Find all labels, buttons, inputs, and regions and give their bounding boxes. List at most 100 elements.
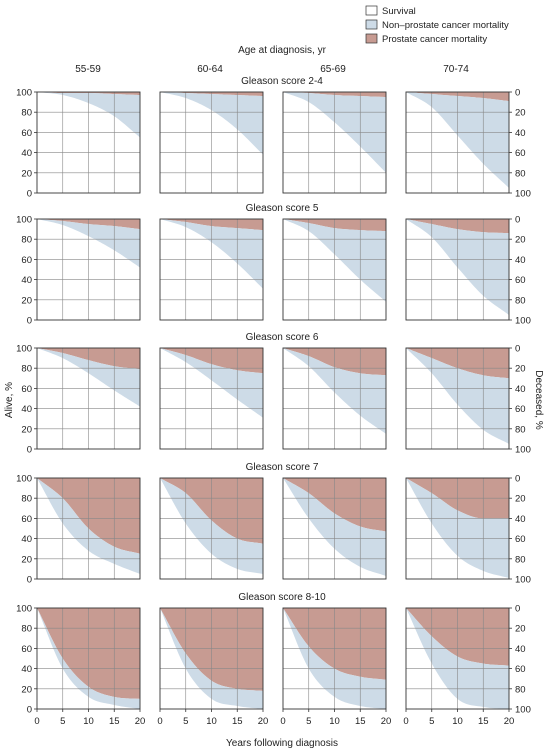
y-tick-label-left: 100 <box>16 474 32 485</box>
x-tick-label: 15 <box>355 716 366 727</box>
panel-frame <box>405 218 510 321</box>
row-title: Gleason score 6 <box>246 332 319 343</box>
panel <box>159 218 264 321</box>
panel: 0 20 40 60 80 100 <box>16 344 141 456</box>
y-tick-label-right: 0 <box>515 215 520 226</box>
legend-label-prostate: Prostate cancer mortality <box>382 34 487 45</box>
row-title: Gleason score 2-4 <box>241 76 323 87</box>
y-tick-label-left: 40 <box>21 148 32 159</box>
x-tick-label: 10 <box>452 716 463 727</box>
y-tick-label-right: 0 <box>515 474 520 485</box>
x-tick-label: 0 <box>280 716 285 727</box>
row-title: Gleason score 7 <box>246 462 319 473</box>
panel <box>159 91 264 194</box>
panel-frame <box>36 218 141 321</box>
age-group-label: 55-59 <box>75 64 101 75</box>
non-prostate-mortality-area <box>160 348 263 418</box>
panel <box>159 347 264 450</box>
legend-swatch-non-prostate <box>365 19 378 30</box>
legend-label-non-prostate: Non–prostate cancer mortality <box>382 20 509 31</box>
y-tick-label-left: 60 <box>21 514 32 525</box>
panel-frame <box>159 347 264 450</box>
panel: 100 80 60 40 20 0 0 5 10 15 20 <box>403 604 531 728</box>
y-tick-label-left: 80 <box>21 624 32 635</box>
panel <box>282 347 387 450</box>
x-tick-label: 5 <box>183 716 188 727</box>
y-tick-label-right: 40 <box>515 514 526 525</box>
panel-frame <box>282 91 387 194</box>
y-tick-label-left: 40 <box>21 275 32 286</box>
x-tick-label: 0 <box>157 716 162 727</box>
panel-frame <box>159 218 264 321</box>
y-tick-label-right: 100 <box>515 316 531 327</box>
panel <box>282 477 387 580</box>
panel-frame <box>282 477 387 580</box>
y-tick-label-right: 80 <box>515 168 526 179</box>
y-tick-label-right: 100 <box>515 189 531 200</box>
legend: Survival Non–prostate cancer mortality P… <box>365 5 509 45</box>
y-tick-label-right: 0 <box>515 604 520 615</box>
x-tick-label: 10 <box>83 716 94 727</box>
y-tick-label-left: 20 <box>21 295 32 306</box>
panel: 0 5 10 15 20 <box>280 607 391 727</box>
panel-frame <box>405 91 510 194</box>
panel: 0 20 40 60 80 100 <box>16 474 141 586</box>
y-tick-label-right: 40 <box>515 644 526 655</box>
panel: 100 80 60 40 20 0 <box>405 474 531 586</box>
y-tick-label-left: 0 <box>27 705 32 716</box>
x-tick-label: 20 <box>258 716 269 727</box>
y-tick-label-left: 80 <box>21 494 32 505</box>
panel: 100 80 60 40 20 0 <box>405 344 531 456</box>
y-tick-label-right: 40 <box>515 384 526 395</box>
panel-frame <box>36 347 141 450</box>
panel: 0 20 40 60 80 100 <box>16 215 141 327</box>
y-tick-label-right: 60 <box>515 275 526 286</box>
panel-frame <box>159 477 264 580</box>
y-tick-label-left: 40 <box>21 664 32 675</box>
x-tick-label: 20 <box>504 716 515 727</box>
x-tick-label: 15 <box>478 716 489 727</box>
y-tick-label-right: 100 <box>515 705 531 716</box>
x-tick-label: 0 <box>34 716 39 727</box>
y-axis-right-title: Deceased, % <box>533 370 544 430</box>
panel-frame <box>282 347 387 450</box>
x-tick-label: 15 <box>232 716 243 727</box>
y-tick-label-right: 40 <box>515 128 526 139</box>
y-tick-label-right: 100 <box>515 445 531 456</box>
panel: 0 20 40 60 80 100 <box>16 88 141 200</box>
legend-swatch-survival <box>365 5 378 16</box>
y-tick-label-left: 40 <box>21 534 32 545</box>
panel: 100 80 60 40 20 0 <box>405 88 531 200</box>
legend-swatch-prostate <box>365 33 378 44</box>
panel: 0 20 40 60 80 100 0 5 10 15 20 <box>16 604 145 728</box>
y-tick-label-left: 100 <box>16 344 32 355</box>
y-tick-label-left: 0 <box>27 445 32 456</box>
y-tick-label-right: 0 <box>515 88 520 99</box>
panel-grid: 0204060801001008060402000204060801001008… <box>16 88 531 728</box>
y-tick-label-right: 20 <box>515 624 526 635</box>
row-title: Gleason score 8-10 <box>238 592 326 603</box>
y-tick-label-left: 20 <box>21 168 32 179</box>
age-group-label: 70-74 <box>443 64 469 75</box>
panel: 0 5 10 15 20 <box>157 607 269 727</box>
panel-frame <box>282 218 387 321</box>
y-tick-label-left: 20 <box>21 554 32 565</box>
x-tick-label: 20 <box>135 716 146 727</box>
x-tick-label: 10 <box>206 716 217 727</box>
non-prostate-mortality-area <box>37 348 140 407</box>
panel <box>282 91 387 194</box>
y-tick-label-left: 100 <box>16 604 32 615</box>
y-tick-label-right: 100 <box>515 575 531 586</box>
y-tick-label-left: 0 <box>27 316 32 327</box>
y-tick-label-right: 20 <box>515 364 526 375</box>
x-tick-label: 0 <box>403 716 408 727</box>
x-tick-label: 15 <box>109 716 120 727</box>
y-tick-label-left: 40 <box>21 404 32 415</box>
y-tick-label-left: 60 <box>21 384 32 395</box>
y-tick-label-right: 80 <box>515 684 526 695</box>
column-header: Age at diagnosis, yr <box>238 45 326 56</box>
x-tick-label: 5 <box>60 716 65 727</box>
panel <box>159 477 264 580</box>
panel: 100 80 60 40 20 0 <box>405 215 531 327</box>
